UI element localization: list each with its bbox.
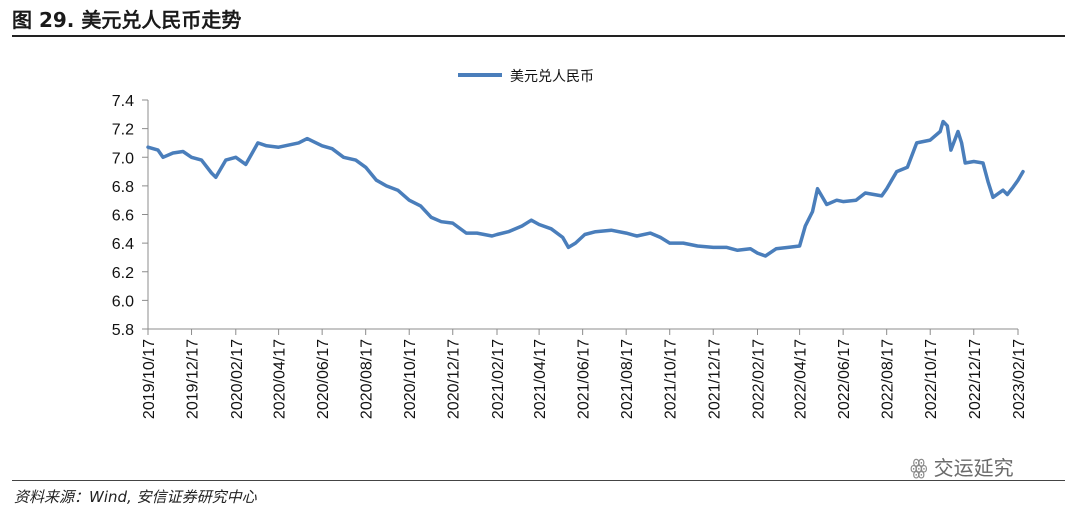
y-tick-label: 6.6 [112, 208, 134, 225]
x-tick-label: 2022/12/17 [967, 339, 984, 419]
x-tick-label: 2022/08/17 [880, 339, 897, 419]
title-divider [12, 35, 1065, 37]
wechat-icon: ꙮ [910, 454, 928, 479]
x-tick-label: 2021/04/17 [532, 339, 549, 419]
series-line [146, 119, 1025, 258]
x-tick-label: 2021/12/17 [706, 339, 723, 419]
figure-title: 图 29. 美元兑人民币走势 [12, 8, 242, 32]
x-tick-label: 2022/06/17 [836, 339, 853, 419]
x-tick-label: 2023/02/17 [1011, 339, 1028, 419]
x-tick-label: 2021/08/17 [619, 339, 636, 419]
watermark-label: 交运延究 [933, 456, 1014, 480]
x-tick-label: 2021/02/17 [490, 339, 507, 419]
x-tick-label: 2022/02/17 [750, 339, 767, 419]
y-tick-label: 7.2 [112, 122, 134, 139]
x-tick-label: 2019/12/17 [185, 339, 202, 419]
y-tick-label: 7.4 [112, 93, 134, 110]
chart-legend: 美元兑人民币 [458, 69, 594, 85]
x-tick-label: 2020/10/17 [402, 339, 419, 419]
y-tick-label: 6.4 [112, 236, 134, 253]
source-note: 资料来源：Wind, 安信证券研究中心 [14, 488, 257, 506]
x-tick-label: 2022/10/17 [923, 339, 940, 419]
x-tick-label: 2020/08/17 [359, 339, 376, 419]
footer-divider [12, 480, 1065, 481]
x-tick-label: 2022/04/17 [793, 339, 810, 419]
x-tick-label: 2021/06/17 [576, 339, 593, 419]
x-tick-label: 2020/04/17 [272, 339, 289, 419]
x-tick-label: 2021/10/17 [663, 339, 680, 419]
y-tick-label: 5.8 [112, 322, 134, 339]
x-tick-label: 2020/02/17 [229, 339, 246, 419]
y-tick-label: 6.2 [112, 265, 134, 282]
x-tick-label: 2020/06/17 [315, 339, 332, 419]
x-axis: 2019/10/17 2019/12/17 2020/02/17 2020/04/17… [141, 328, 1028, 419]
y-axis: 5.8 6.0 6.2 6.4 6.6 6.8 7.0 7.2 7.4 [112, 93, 149, 339]
y-tick-label: 6.0 [112, 293, 134, 310]
y-tick-label: 6.8 [112, 179, 134, 196]
series-layer [146, 119, 1025, 258]
x-tick-label: 2020/12/17 [446, 339, 463, 419]
x-tick-label: 2019/10/17 [141, 339, 158, 419]
y-tick-label: 7.0 [112, 150, 134, 167]
line-chart: 美元兑人民币 5.8 6.0 6.2 6.4 6.6 6.8 7.0 7.2 7.4 2019/… [112, 69, 1028, 419]
legend-label: 美元兑人民币 [510, 69, 594, 85]
watermark: ꙮ 交运延究 [910, 452, 1014, 481]
